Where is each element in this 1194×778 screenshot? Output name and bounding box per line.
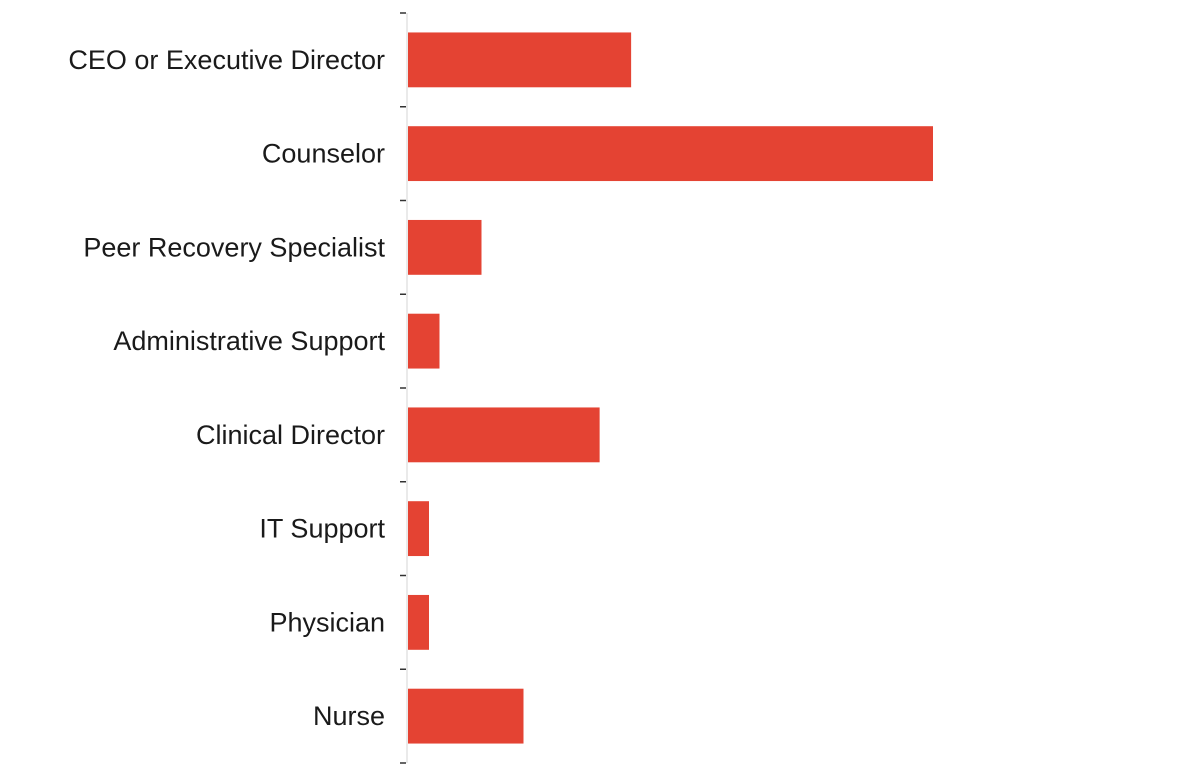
- category-label: Counselor: [262, 139, 385, 169]
- bar-counselor: [408, 126, 933, 182]
- category-label: Administrative Support: [113, 326, 385, 356]
- bar-it-support: [408, 501, 429, 557]
- bar-peer-recovery-specialist: [408, 219, 482, 275]
- bar-clinical-director: [408, 407, 600, 463]
- category-label: Clinical Director: [196, 420, 385, 450]
- category-label: CEO or Executive Director: [68, 45, 385, 75]
- category-labels: CEO or Executive Director Counselor Peer R…: [68, 45, 385, 731]
- category-label: Peer Recovery Specialist: [83, 232, 385, 262]
- bar-physician: [408, 594, 429, 650]
- bar-nurse: [408, 688, 524, 744]
- bars-layer: [408, 32, 933, 744]
- bar-administrative-support: [408, 313, 440, 369]
- category-label: Nurse: [313, 701, 385, 731]
- category-label: IT Support: [259, 514, 385, 544]
- axis-layer: [400, 12, 408, 764]
- bar-ceo-or-executive-director: [408, 32, 632, 88]
- category-label: Physician: [269, 607, 385, 637]
